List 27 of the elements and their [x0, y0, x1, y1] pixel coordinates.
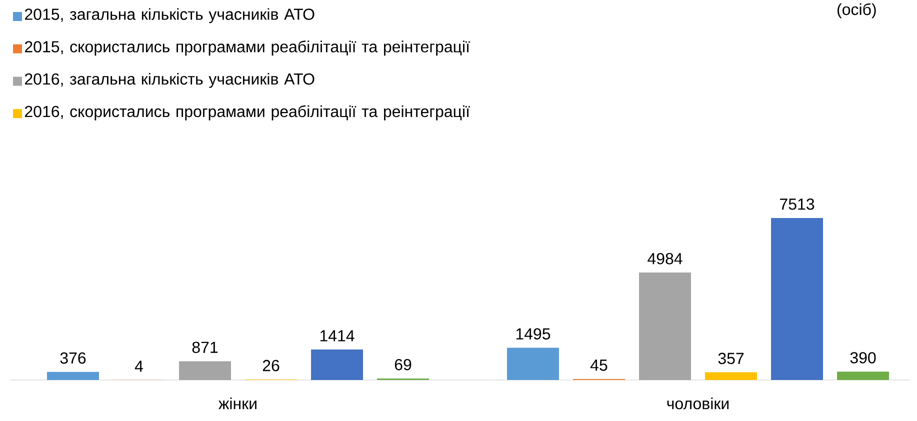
data-label: 357 [718, 352, 744, 364]
bar [771, 218, 824, 380]
legend-label: 2015, загальна кількість учасників АТО [25, 8, 314, 24]
text: (осіб) [838, 3, 876, 18]
bar [311, 350, 364, 380]
data-label: 390 [850, 352, 876, 364]
data-label: 7513 [780, 198, 814, 210]
data-label: 45 [590, 360, 608, 371]
bar [179, 361, 231, 380]
x-tick-label: жінки [218, 398, 256, 410]
data-label: 376 [60, 352, 86, 364]
data-label: 1414 [320, 330, 354, 342]
bar [705, 372, 758, 380]
data-label: 1495 [516, 328, 550, 340]
bar [506, 348, 559, 380]
legend-label: 2015, скористались програмами реабілітації та реінтеграції [25, 40, 470, 56]
bar [46, 372, 99, 380]
legend-label: 2016, загальна кількість учасників АТО [25, 72, 314, 88]
bar [837, 372, 890, 380]
data-label: 69 [394, 358, 412, 370]
data-label: 26 [262, 360, 280, 372]
data-label: 4 [134, 360, 143, 372]
data-label: 4984 [648, 253, 682, 264]
bar [639, 272, 691, 380]
x-tick-label: чоловіки [667, 398, 729, 410]
data-label: 871 [192, 342, 218, 354]
legend-label: 2016, скористались програмами реабілітації та реінтеграції [25, 105, 470, 120]
